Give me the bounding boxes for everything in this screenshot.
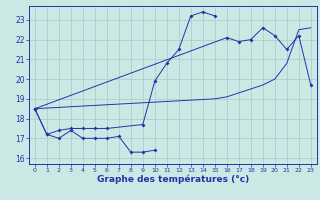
X-axis label: Graphe des températures (°c): Graphe des températures (°c) [97, 175, 249, 184]
